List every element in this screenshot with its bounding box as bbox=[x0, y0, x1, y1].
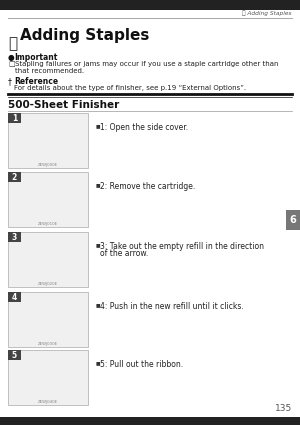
Bar bbox=[8, 172, 21, 182]
Bar bbox=[8, 232, 21, 242]
Text: ZEWJ040E: ZEWJ040E bbox=[38, 400, 58, 404]
Text: 2: Remove the cartridge.: 2: Remove the cartridge. bbox=[100, 182, 195, 191]
Text: ZEWJ020E: ZEWJ020E bbox=[38, 282, 58, 286]
Text: that recommended.: that recommended. bbox=[15, 68, 84, 74]
Text: 4: 4 bbox=[12, 292, 17, 301]
Text: For details about the type of finisher, see p.19 “External Options”.: For details about the type of finisher, … bbox=[14, 85, 246, 91]
Text: of the arrow.: of the arrow. bbox=[100, 249, 148, 258]
Text: ZEWJ030E: ZEWJ030E bbox=[38, 342, 58, 346]
Text: Adding Staples: Adding Staples bbox=[20, 28, 149, 43]
Text: Important: Important bbox=[14, 53, 57, 62]
Bar bbox=[8, 113, 21, 123]
Text: Reference: Reference bbox=[14, 77, 58, 86]
Bar bbox=[0, 0, 300, 10]
Text: 庭: 庭 bbox=[8, 36, 17, 51]
Bar bbox=[8, 292, 21, 302]
Text: 135: 135 bbox=[275, 404, 292, 413]
Text: †: † bbox=[8, 77, 12, 86]
Bar bbox=[286, 210, 300, 230]
Bar bbox=[8, 292, 88, 347]
Text: ZEWJ000E: ZEWJ000E bbox=[38, 163, 58, 167]
Text: ■: ■ bbox=[96, 123, 100, 128]
Text: 3: 3 bbox=[12, 232, 17, 241]
Bar bbox=[0, 417, 300, 425]
Text: ●: ● bbox=[8, 53, 15, 62]
Text: 500-Sheet Finisher: 500-Sheet Finisher bbox=[8, 100, 119, 110]
Text: 庭 Adding Staples: 庭 Adding Staples bbox=[242, 10, 292, 16]
Text: 4: Push in the new refill until it clicks.: 4: Push in the new refill until it click… bbox=[100, 302, 244, 311]
Text: ■: ■ bbox=[96, 302, 100, 307]
Text: ■: ■ bbox=[96, 242, 100, 247]
Text: ■: ■ bbox=[96, 182, 100, 187]
Bar bbox=[8, 113, 88, 168]
Text: Stapling failures or jams may occur if you use a staple cartridge other than: Stapling failures or jams may occur if y… bbox=[15, 61, 278, 67]
Text: ■: ■ bbox=[96, 360, 100, 365]
Text: 1: 1 bbox=[12, 113, 17, 122]
Text: 1: Open the side cover.: 1: Open the side cover. bbox=[100, 123, 188, 132]
Text: 3: Take out the empty refill in the direction: 3: Take out the empty refill in the dire… bbox=[100, 242, 264, 251]
Text: ZEWJ010E: ZEWJ010E bbox=[38, 222, 58, 226]
Text: □: □ bbox=[8, 61, 15, 67]
Text: 2: 2 bbox=[12, 173, 17, 181]
Bar bbox=[8, 232, 88, 287]
Bar bbox=[8, 350, 21, 360]
Text: 5: 5 bbox=[12, 351, 17, 360]
Bar bbox=[8, 350, 88, 405]
Text: 5: Pull out the ribbon.: 5: Pull out the ribbon. bbox=[100, 360, 183, 369]
Text: 6: 6 bbox=[290, 215, 296, 225]
Bar bbox=[8, 172, 88, 227]
